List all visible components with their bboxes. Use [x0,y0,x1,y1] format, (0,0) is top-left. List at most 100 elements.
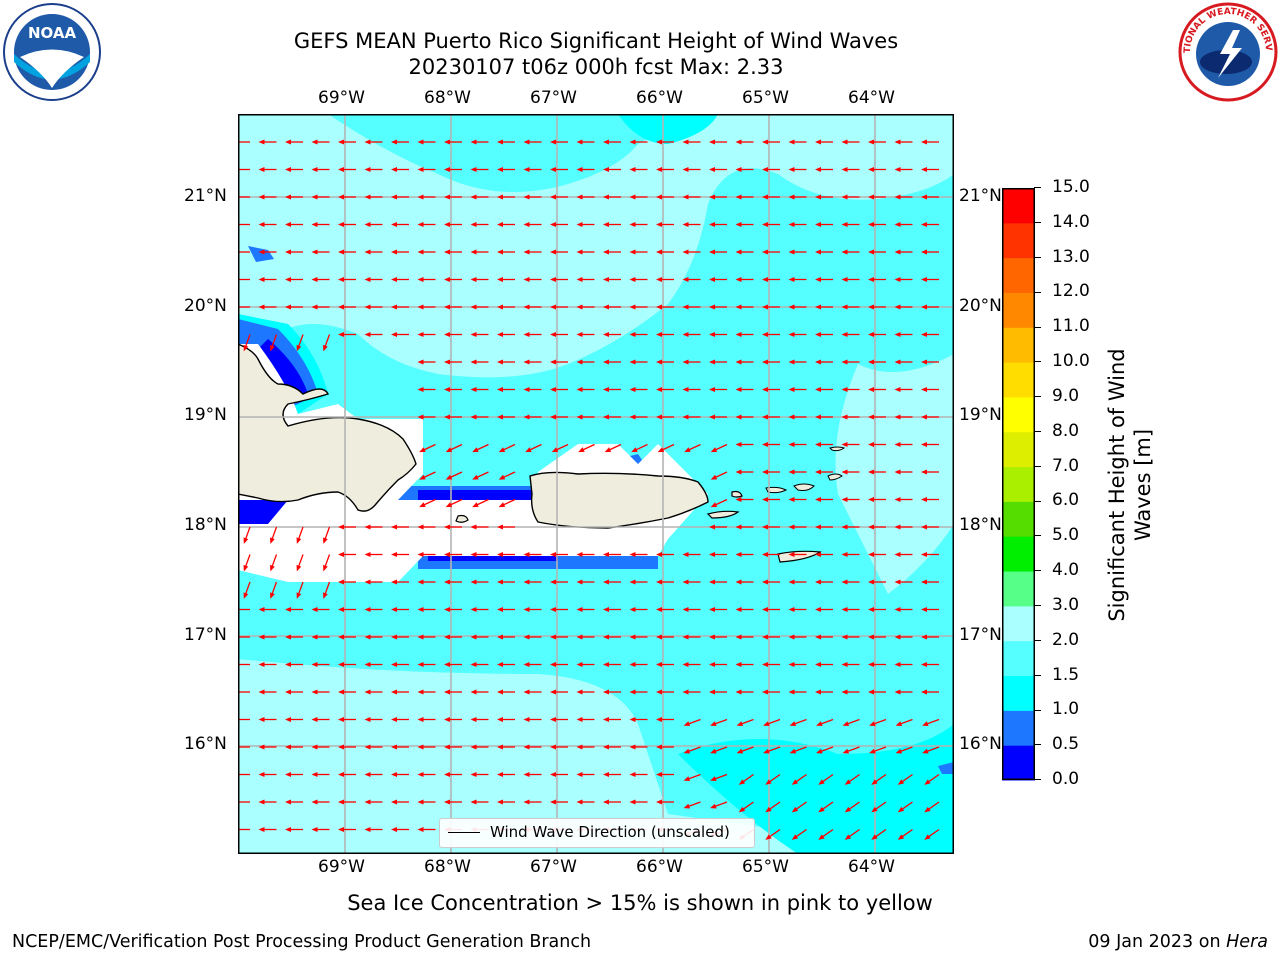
colorbar-segment [1002,605,1035,642]
wind-wave-arrow [763,746,781,754]
wind-wave-arrow [788,332,807,337]
wind-wave-arrow [417,607,436,612]
wind-wave-arrow [338,634,356,640]
wind-wave-arrow [815,359,833,365]
wind-wave-arrow [735,332,754,337]
wind-wave-arrow [629,277,648,282]
wind-wave-arrow [523,222,542,227]
colorbar-tick-label: 1.0 [1052,699,1080,720]
wind-wave-arrow [788,469,807,475]
wind-wave-arrow [710,801,728,809]
lat-label-right: 16°N [959,734,1002,754]
wind-wave-arrow [710,443,728,453]
wind-wave-arrow [603,744,621,750]
wind-wave-arrow [243,554,251,572]
wind-wave-arrow [364,607,383,612]
wind-wave-arrow [285,827,303,832]
lat-label-right: 21°N [959,186,1002,206]
wind-wave-arrow [709,387,727,392]
wind-wave-arrow [709,332,727,337]
wind-wave-arrow [258,607,277,612]
wind-wave-arrow [815,689,833,695]
wind-wave-arrow [258,194,277,200]
wind-wave-arrow [603,167,621,172]
wind-wave-arrow [523,139,542,145]
wind-wave-arrow [444,524,462,530]
wind-wave-arrow [683,801,701,809]
wind-wave-arrow [894,304,913,310]
colorbar-tick-mark [1034,674,1041,676]
wind-wave-arrow [285,194,303,200]
wind-wave-arrow [709,249,727,255]
colorbar-tick-mark [1034,187,1041,189]
wind-wave-arrow [497,579,515,585]
wind-wave-arrow [656,359,674,365]
wind-wave-arrow [841,414,860,420]
wind-wave-arrow [338,579,356,585]
wind-wave-arrow [735,634,754,640]
wind-wave-arrow [338,744,356,750]
wind-wave-arrow [497,387,515,392]
wind-wave-arrow [470,139,489,145]
wind-wave-arrow [576,194,595,200]
wind-wave-arrow [894,552,913,557]
wind-wave-arrow [258,717,277,722]
footer-date: 09 Jan 2023 on [1088,932,1221,952]
wind-wave-arrow [815,194,833,200]
colorbar-tick-mark [1034,326,1041,328]
wind-wave-arrow [258,827,277,832]
colorbar-tick-label: 11.0 [1052,316,1090,337]
wind-wave-arrow [576,359,595,365]
colorbar-tick-label: 12.0 [1052,281,1090,302]
wind-wave-arrow [709,552,727,557]
wind-wave-arrow [338,689,356,695]
wind-wave-arrow [444,744,462,750]
wind-wave-arrow [238,278,250,281]
wind-wave-arrow [444,194,462,200]
wind-wave-arrow [656,414,674,420]
wind-wave-arrow [656,139,674,145]
wind-wave-arrow [470,277,489,282]
colorbar-tick-label: 13.0 [1052,246,1090,267]
wind-wave-arrow [470,359,489,365]
wind-wave-arrows [238,139,940,840]
wind-wave-arrow [656,304,674,310]
wind-wave-arrow [523,552,542,557]
wind-wave-arrow [444,249,462,255]
wave-field-very-low [248,246,274,262]
wind-wave-arrow [682,359,701,365]
wind-wave-arrow [682,552,701,557]
wind-wave-arrow [682,414,701,420]
wind-wave-arrow [364,332,383,337]
wind-wave-arrow [818,828,834,840]
wind-wave-arrow [603,552,621,557]
wind-wave-arrow [894,139,913,145]
colorbar-tick-label: 7.0 [1052,455,1080,476]
wind-wave-arrow [763,718,781,726]
lon-label-top: 66°W [636,88,683,108]
wind-wave-arrow [868,607,886,612]
wind-wave-arrow [868,387,886,392]
wind-wave-arrow [311,717,330,722]
wind-wave-arrow [682,194,701,200]
wind-wave-arrow [472,471,489,480]
colorbar-tick-label: 0.0 [1052,769,1080,789]
wind-wave-arrow [922,746,940,754]
wind-wave-arrow [470,222,489,227]
wind-wave-arrow [841,167,860,172]
wind-wave-arrow [762,442,780,447]
wind-wave-arrow [603,579,621,585]
wind-wave-arrow [788,139,807,145]
wind-wave-arrow [417,579,436,585]
wind-wave-arrow [417,744,436,750]
wind-wave-arrow [791,801,807,813]
wind-wave-arrow [523,717,542,722]
wind-wave-arrow [629,332,648,337]
wind-wave-arrow [894,249,913,255]
wind-wave-arrow [470,249,489,255]
wind-wave-arrow [868,689,886,695]
wind-wave-arrow [894,607,913,612]
wind-wave-arrow [364,744,383,750]
wind-wave-arrow [818,801,834,813]
wind-wave-arrow [735,579,754,585]
